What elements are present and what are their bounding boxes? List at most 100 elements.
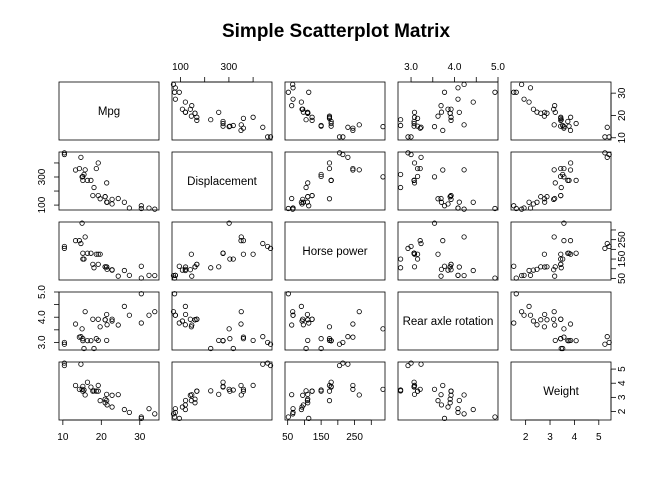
- panel-wt-vs-drat: [397, 360, 499, 421]
- data-point: [558, 316, 564, 322]
- data-point: [461, 81, 467, 88]
- data-point: [445, 404, 451, 410]
- data-point: [290, 96, 296, 102]
- data-point: [305, 180, 311, 186]
- data-point: [448, 192, 454, 199]
- data-point: [519, 272, 525, 279]
- tick-label: 10: [57, 432, 69, 443]
- data-point: [602, 341, 608, 347]
- data-point: [182, 267, 188, 274]
- data-point: [93, 251, 99, 257]
- data-point: [226, 124, 232, 130]
- data-point: [290, 409, 296, 416]
- data-point: [194, 114, 200, 120]
- data-point: [182, 264, 189, 270]
- data-point: [194, 261, 200, 267]
- panel-wt-vs-wt: Weight: [510, 361, 612, 421]
- data-point: [431, 220, 438, 226]
- data-point: [188, 398, 194, 404]
- data-point: [511, 89, 517, 95]
- data-point: [216, 109, 222, 115]
- data-point: [298, 303, 304, 309]
- data-point: [227, 336, 233, 342]
- panel-frame: [284, 81, 386, 141]
- data-point: [182, 322, 188, 328]
- tick-label: 250: [617, 231, 628, 248]
- data-point: [350, 334, 356, 340]
- tick-label: 3: [617, 394, 628, 400]
- data-point: [411, 382, 418, 389]
- data-point: [448, 106, 454, 112]
- data-point: [318, 123, 324, 129]
- panel-disp-vs-wt: [510, 150, 612, 212]
- data-point: [521, 312, 527, 318]
- data-point: [534, 266, 540, 272]
- data-point: [541, 324, 548, 330]
- data-point: [551, 309, 557, 315]
- data-point: [208, 117, 214, 123]
- data-point: [326, 113, 333, 119]
- data-point: [126, 409, 132, 416]
- data-point: [138, 320, 144, 326]
- data-point: [461, 234, 467, 240]
- tick-label: 5: [617, 366, 628, 372]
- data-point: [345, 154, 351, 160]
- tick-label: 3.0: [37, 335, 48, 349]
- data-point: [573, 250, 579, 256]
- data-point: [304, 109, 311, 115]
- data-point: [188, 113, 194, 119]
- data-point: [534, 109, 540, 115]
- data-point: [172, 409, 178, 416]
- panel-drat-vs-wt: [510, 291, 612, 352]
- data-point: [189, 273, 195, 279]
- y-axis-left-drat: 3.0 4.0 5.0: [37, 285, 60, 349]
- y-axis-left-disp: 100 300: [37, 162, 60, 213]
- data-point: [526, 267, 532, 274]
- data-point: [551, 196, 557, 202]
- data-point: [521, 272, 527, 278]
- data-point: [95, 388, 101, 394]
- data-point: [290, 309, 296, 315]
- data-point: [303, 184, 309, 191]
- data-point: [350, 125, 356, 131]
- data-point: [604, 124, 610, 130]
- data-point: [208, 388, 214, 394]
- data-point: [567, 321, 574, 327]
- data-point: [440, 382, 446, 389]
- data-point: [448, 114, 454, 120]
- data-point: [176, 89, 182, 95]
- data-point: [170, 81, 177, 88]
- data-point: [461, 272, 467, 279]
- data-point: [152, 206, 158, 212]
- data-point: [380, 326, 386, 332]
- data-point: [138, 203, 144, 209]
- data-point: [290, 406, 296, 412]
- data-point: [172, 272, 178, 278]
- data-point: [511, 320, 517, 326]
- data-point: [182, 311, 189, 318]
- data-point: [226, 326, 232, 332]
- data-point: [250, 114, 256, 120]
- data-point: [300, 322, 306, 328]
- data-point: [328, 120, 334, 127]
- data-point: [240, 388, 247, 394]
- tick-label: 150: [313, 432, 330, 443]
- data-point: [542, 264, 548, 270]
- data-point: [309, 316, 315, 322]
- data-point: [340, 339, 346, 346]
- data-point: [90, 261, 96, 267]
- data-point: [558, 114, 564, 120]
- data-point: [561, 174, 567, 180]
- data-point: [561, 326, 567, 332]
- data-point: [238, 309, 244, 315]
- data-point: [448, 388, 454, 394]
- data-point: [414, 173, 421, 180]
- data-point: [250, 382, 256, 389]
- data-point: [538, 317, 544, 323]
- data-point: [411, 114, 418, 120]
- panel-frame: [397, 291, 499, 351]
- data-point: [492, 89, 498, 95]
- data-point: [171, 89, 178, 95]
- data-point: [326, 324, 333, 330]
- data-point: [309, 114, 315, 120]
